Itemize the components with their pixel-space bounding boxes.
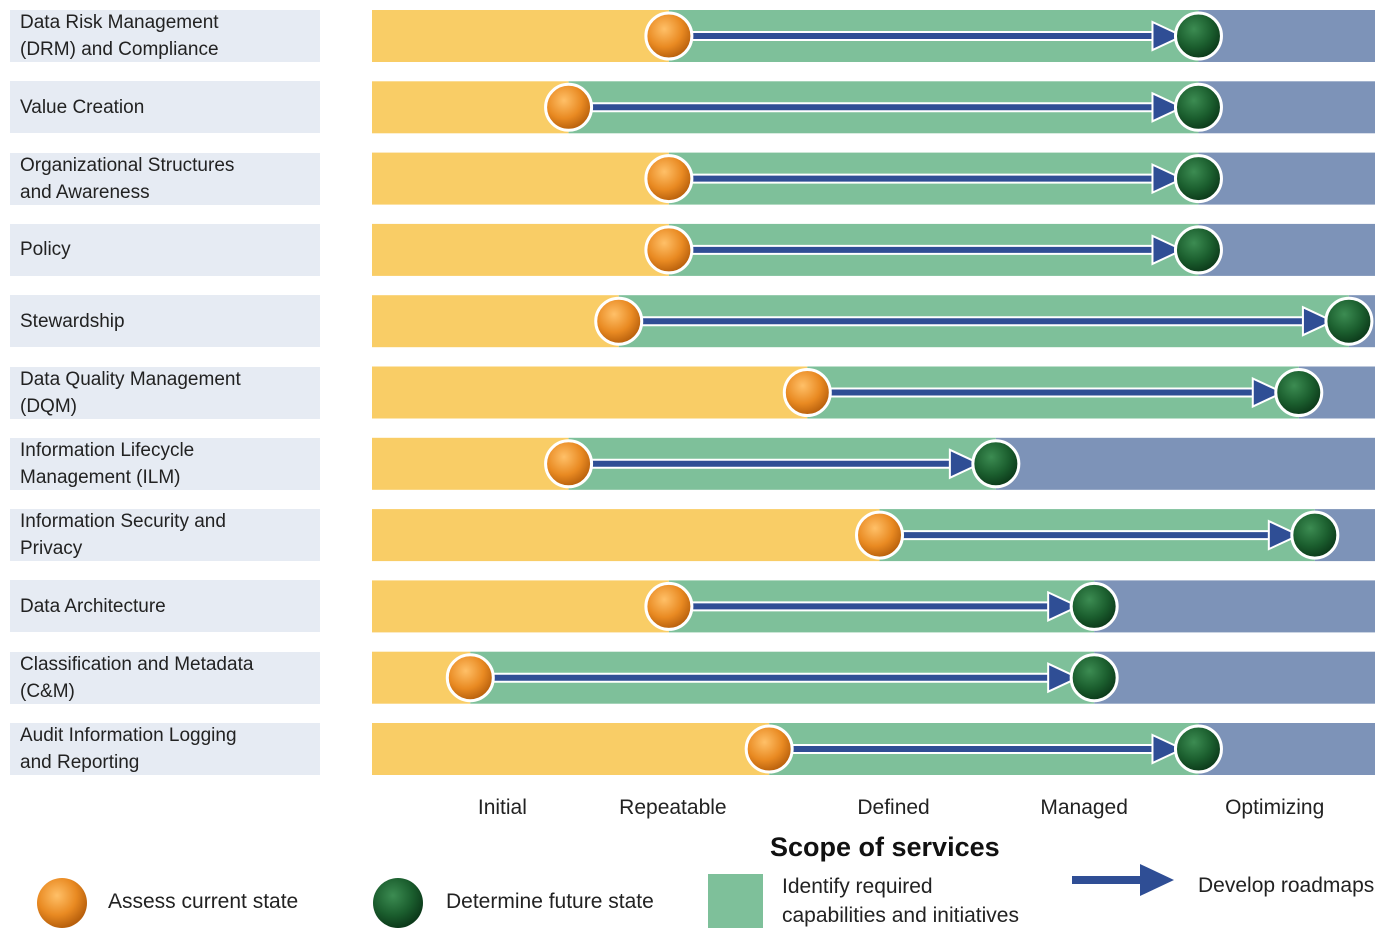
current-state-marker: [744, 724, 794, 774]
row-bar: [372, 437, 1375, 490]
beyond-zone: [1198, 723, 1375, 775]
roadmap-arrow-head: [948, 448, 983, 480]
row-bar: [372, 509, 1375, 562]
beyond-zone: [1198, 223, 1375, 276]
roadmap-arrow-head: [1151, 234, 1185, 266]
future-state-marker: [1069, 581, 1119, 631]
current-zone: [372, 295, 619, 348]
roadmap-arrow-head: [1301, 305, 1336, 337]
current-state-marker: [644, 11, 694, 61]
legend-roadmap-arrow-head: [1140, 864, 1174, 896]
roadmap-arrow-head: [1151, 733, 1185, 765]
current-state-marker: [544, 439, 594, 489]
legend-scope-swatch: [708, 874, 763, 928]
roadmap-arrow-head: [1251, 376, 1286, 409]
future-state-marker: [1173, 724, 1223, 774]
future-state-marker: [1173, 154, 1223, 204]
current-zone: [372, 152, 669, 205]
beyond-zone: [995, 437, 1375, 490]
current-state-marker: [644, 154, 694, 204]
beyond-zone: [1198, 81, 1375, 134]
roadmap-arrow-head: [1267, 519, 1302, 551]
roadmap-arrow-head: [1151, 20, 1185, 52]
future-state-marker: [1173, 82, 1223, 132]
current-state-marker: [594, 296, 644, 346]
current-zone: [372, 580, 669, 633]
row-bar: [372, 366, 1375, 419]
current-state-marker: [644, 581, 694, 631]
legend-future-marker: [373, 878, 423, 928]
future-state-marker: [1173, 225, 1223, 275]
future-state-marker: [1173, 11, 1223, 61]
current-state-marker: [855, 510, 905, 560]
future-state-marker: [1290, 510, 1340, 560]
row-bar: [372, 10, 1375, 62]
row-bar: [372, 81, 1375, 134]
roadmap-arrow-head: [1151, 91, 1185, 123]
future-state-marker: [1069, 653, 1119, 703]
legend-current-marker: [37, 878, 87, 928]
current-zone: [372, 437, 569, 490]
beyond-zone: [1198, 152, 1375, 205]
future-state-marker: [1324, 296, 1374, 346]
current-zone: [372, 366, 808, 419]
roadmap-arrow-head: [1047, 662, 1081, 694]
current-state-marker: [782, 368, 832, 417]
current-zone: [372, 10, 669, 62]
current-state-marker: [445, 653, 495, 703]
current-zone: [372, 81, 569, 134]
row-bar: [372, 152, 1375, 205]
beyond-zone: [1094, 580, 1375, 633]
current-zone: [372, 509, 880, 562]
current-state-marker: [644, 225, 694, 275]
current-zone: [372, 723, 770, 775]
beyond-zone: [1094, 651, 1375, 704]
current-zone: [372, 223, 669, 276]
row-bar: [372, 223, 1375, 276]
row-bar: [372, 651, 1375, 704]
current-state-marker: [544, 82, 594, 132]
future-state-marker: [971, 439, 1021, 489]
row-bar: [372, 295, 1375, 348]
future-state-marker: [1274, 368, 1324, 417]
roadmap-arrow-head: [1151, 163, 1185, 195]
roadmap-arrow-head: [1047, 590, 1081, 622]
row-bar: [372, 723, 1375, 775]
beyond-zone: [1198, 10, 1375, 62]
row-bar: [372, 580, 1375, 633]
